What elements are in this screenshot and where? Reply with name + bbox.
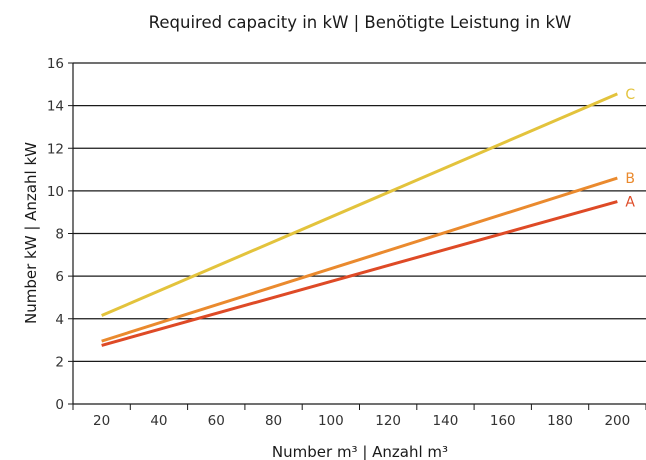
series-line-a bbox=[101, 200, 618, 347]
y-tick-label-0: 0 bbox=[55, 397, 64, 413]
y-tick-label-12: 12 bbox=[47, 141, 64, 157]
x-tick-label-160: 160 bbox=[490, 413, 516, 429]
y-tick-label-10: 10 bbox=[47, 184, 64, 200]
y-axis-title: Number kW | Anzahl kW bbox=[22, 142, 40, 324]
y-tick-label-16: 16 bbox=[47, 56, 64, 72]
series-label-a: A bbox=[625, 195, 635, 211]
y-tick-label-8: 8 bbox=[55, 227, 64, 243]
y-tick-label-4: 4 bbox=[55, 312, 64, 328]
series-line-c bbox=[101, 92, 618, 317]
x-tick-label-140: 140 bbox=[433, 413, 459, 429]
x-tick-label-40: 40 bbox=[150, 413, 167, 429]
y-tick-labels: 0 2 4 6 8 10 12 14 16 bbox=[47, 56, 64, 413]
series-line-b bbox=[101, 176, 618, 343]
series-label-c: C bbox=[625, 87, 635, 103]
series-label-b: B bbox=[625, 171, 635, 187]
y-tick-label-14: 14 bbox=[47, 99, 64, 115]
series-labels: C BA bbox=[625, 87, 635, 211]
axes bbox=[68, 62, 646, 410]
x-tick-label-100: 100 bbox=[318, 413, 344, 429]
chart-title: Required capacity in kW | Benötigte Leis… bbox=[149, 13, 572, 32]
x-tick-label-60: 60 bbox=[208, 413, 225, 429]
x-tick-label-80: 80 bbox=[265, 413, 282, 429]
y-tick-label-6: 6 bbox=[55, 269, 64, 285]
x-tick-label-120: 120 bbox=[375, 413, 401, 429]
x-axis-title: Number m³ | Anzahl m³ bbox=[272, 443, 448, 460]
x-tick-label-180: 180 bbox=[547, 413, 573, 429]
x-tick-label-200: 200 bbox=[604, 413, 630, 429]
x-tick-label-20: 20 bbox=[93, 413, 110, 429]
grid-lines bbox=[73, 62, 646, 362]
y-tick-label-2: 2 bbox=[55, 354, 64, 370]
series-lines bbox=[101, 92, 618, 347]
x-tick-labels: 20 40 60 80 100 120 140 160 180 200 bbox=[93, 413, 630, 429]
